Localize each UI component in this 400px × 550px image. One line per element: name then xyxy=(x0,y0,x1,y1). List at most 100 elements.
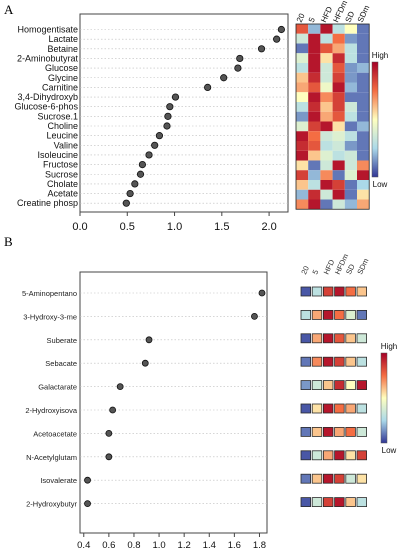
metabolite-label: Sucrose.1 xyxy=(37,111,78,121)
heatmap-cell xyxy=(308,131,321,141)
heatmap-cell xyxy=(334,356,345,367)
data-point xyxy=(151,141,159,149)
data-point xyxy=(126,189,134,198)
heatmap-cell xyxy=(344,141,357,151)
heatmap-cell xyxy=(332,121,345,132)
metabolite-label: Leucine xyxy=(46,131,78,141)
heatmap-cell xyxy=(300,473,312,484)
metabolite-label: 5-Aminopentano xyxy=(22,289,77,298)
heatmap-cell xyxy=(334,473,345,484)
heatmap-cell xyxy=(344,33,357,44)
metabolite-label: Acetoacetate xyxy=(33,429,77,438)
data-point xyxy=(109,406,117,414)
heatmap-cell xyxy=(296,121,309,132)
legend-colorbar xyxy=(380,352,388,444)
heatmap-cell xyxy=(344,150,357,161)
metabolite-label: Valine xyxy=(54,140,78,150)
heatmap-cell xyxy=(320,121,333,132)
heatmap-cell xyxy=(308,199,321,210)
heatmap-cell xyxy=(332,150,345,161)
heatmap-cell xyxy=(311,450,323,461)
heatmap-cell xyxy=(332,180,345,190)
heatmap-cell xyxy=(344,160,357,171)
heatmap-cell xyxy=(332,131,345,141)
heatmap-cell xyxy=(320,199,333,210)
data-point xyxy=(138,161,146,169)
metabolite-label: 2-Hydroxybutyr xyxy=(26,500,77,509)
heatmap-cell xyxy=(308,170,321,180)
heatmap-cell xyxy=(296,199,309,210)
heatmap-cell xyxy=(357,72,370,83)
panel-a-chart: HomogentisateLactateBetaine2-Aminobutyra… xyxy=(14,0,388,233)
data-point xyxy=(257,45,266,53)
x-tick-label: 2.0 xyxy=(261,221,276,233)
heatmap-cell xyxy=(357,170,370,180)
heatmap-cell xyxy=(344,72,357,83)
data-point xyxy=(141,359,149,367)
heatmap-cell xyxy=(357,150,370,161)
heatmap-column-label: SD xyxy=(344,10,357,24)
data-point xyxy=(122,199,130,207)
heatmap-cell xyxy=(308,180,321,190)
heatmap-column-label: SD xyxy=(344,262,357,276)
heatmap-cell xyxy=(357,82,370,93)
heatmap-cell xyxy=(345,309,356,320)
heatmap-cell xyxy=(356,426,368,437)
heatmap-cell xyxy=(322,380,334,391)
heatmap-cell xyxy=(332,141,345,151)
panel-label-b: B xyxy=(4,234,13,249)
data-point xyxy=(84,500,91,508)
heatmap-cell xyxy=(356,309,368,320)
heatmap-cell xyxy=(334,309,345,320)
heatmap-cell xyxy=(332,111,345,122)
metabolite-label: Acetate xyxy=(47,189,78,199)
heatmap-cell xyxy=(332,43,345,54)
heatmap-cell xyxy=(296,160,309,171)
heatmap-cell xyxy=(345,286,356,297)
heatmap-cell xyxy=(345,380,356,391)
data-point xyxy=(277,25,285,34)
metabolite-label: Choline xyxy=(47,121,78,131)
data-point xyxy=(163,122,171,130)
heatmap-cell xyxy=(332,92,345,102)
heatmap-cell xyxy=(311,380,323,391)
data-point xyxy=(166,103,174,111)
data-point xyxy=(204,83,212,92)
heatmap-cell xyxy=(332,82,345,93)
heatmap-cell xyxy=(296,24,309,34)
heatmap-cell xyxy=(356,497,368,508)
heatmap-cell xyxy=(334,286,345,297)
data-point xyxy=(131,180,139,188)
heatmap-cell xyxy=(300,497,312,508)
heatmap-cell xyxy=(322,426,334,437)
heatmap-cell xyxy=(296,170,309,180)
heatmap-cell xyxy=(300,380,312,391)
heatmap-cell xyxy=(320,170,333,180)
heatmap-cell xyxy=(332,160,345,171)
heatmap-cell xyxy=(300,426,312,437)
metabolite-label: Fructose xyxy=(43,160,78,170)
heatmap-cell xyxy=(308,53,321,63)
metabolite-label: Homogentisate xyxy=(17,25,78,35)
metabolite-label: Suberate xyxy=(47,336,77,345)
heatmap-cell xyxy=(308,141,321,151)
data-point xyxy=(105,453,113,461)
heatmap-cell xyxy=(332,199,345,210)
metabolite-label: Glucose xyxy=(45,63,78,73)
heatmap-cell xyxy=(296,141,309,151)
legend-colorbar xyxy=(371,61,379,178)
data-point xyxy=(234,64,242,72)
heatmap-cell xyxy=(320,24,333,34)
heatmap-cell xyxy=(357,92,370,102)
heatmap-column-label: SDm xyxy=(355,257,370,276)
heatmap-cell xyxy=(356,333,368,344)
heatmap-cell xyxy=(357,53,370,63)
plot-frame xyxy=(79,271,268,534)
heatmap-cell xyxy=(311,356,323,367)
heatmap-cell xyxy=(344,199,357,210)
heatmap-cell xyxy=(344,180,357,190)
metabolite-label: Galactarate xyxy=(38,383,77,392)
heatmap-cell xyxy=(345,333,356,344)
heatmap-cell xyxy=(320,63,333,73)
